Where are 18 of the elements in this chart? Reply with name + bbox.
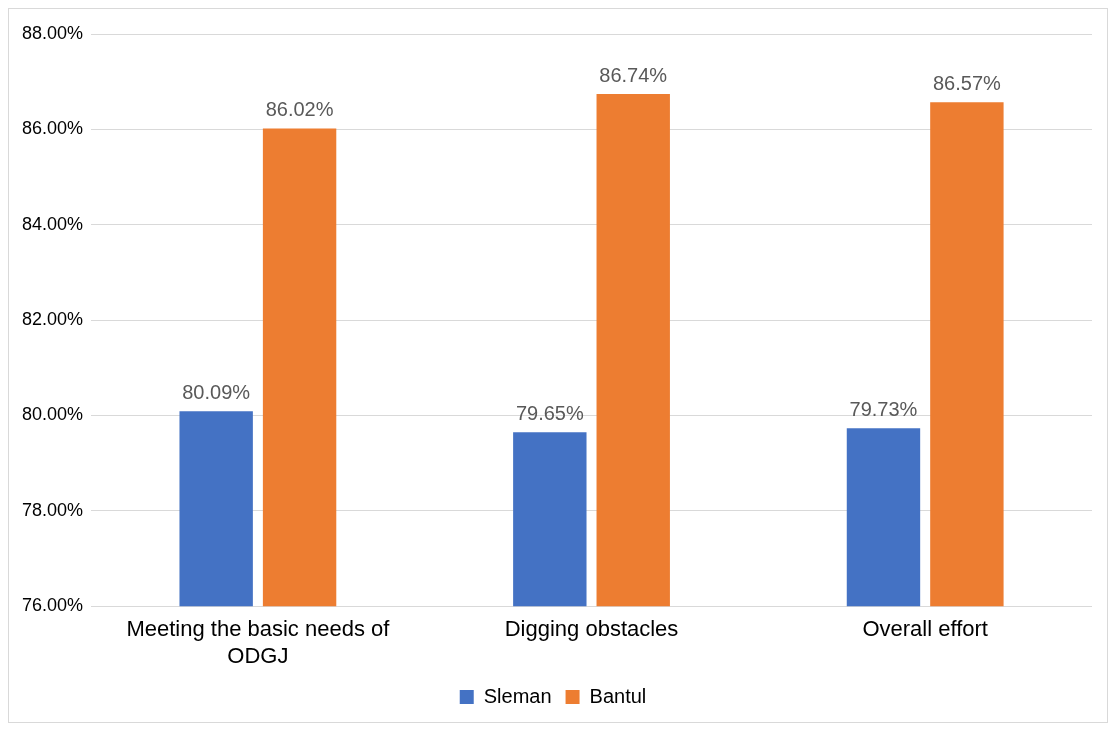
- y-tick-label: 78.00%: [21, 499, 84, 520]
- data-label: 86.74%: [599, 63, 668, 86]
- x-tick-label: Overall effort: [862, 616, 988, 642]
- x-tick-label: Meeting the basic needs of ODGJ: [126, 616, 391, 668]
- data-label: 79.73%: [849, 397, 918, 420]
- legend-label: Sleman: [483, 684, 552, 707]
- x-tick-label: Digging obstacles: [504, 616, 679, 642]
- y-tick-label: 80.00%: [21, 404, 84, 425]
- y-tick-label: 76.00%: [21, 595, 84, 616]
- data-label: 79.65%: [515, 401, 584, 424]
- legend-label: Bantul: [589, 684, 647, 707]
- y-tick-label: 86.00%: [21, 118, 84, 139]
- data-label: 86.02%: [265, 97, 334, 120]
- y-tick-label: 88.00%: [21, 22, 84, 43]
- data-label: 86.57%: [932, 71, 1002, 94]
- data-label: 80.09%: [182, 380, 251, 403]
- y-tick-label: 84.00%: [21, 213, 84, 234]
- y-tick-label: 82.00%: [21, 309, 84, 330]
